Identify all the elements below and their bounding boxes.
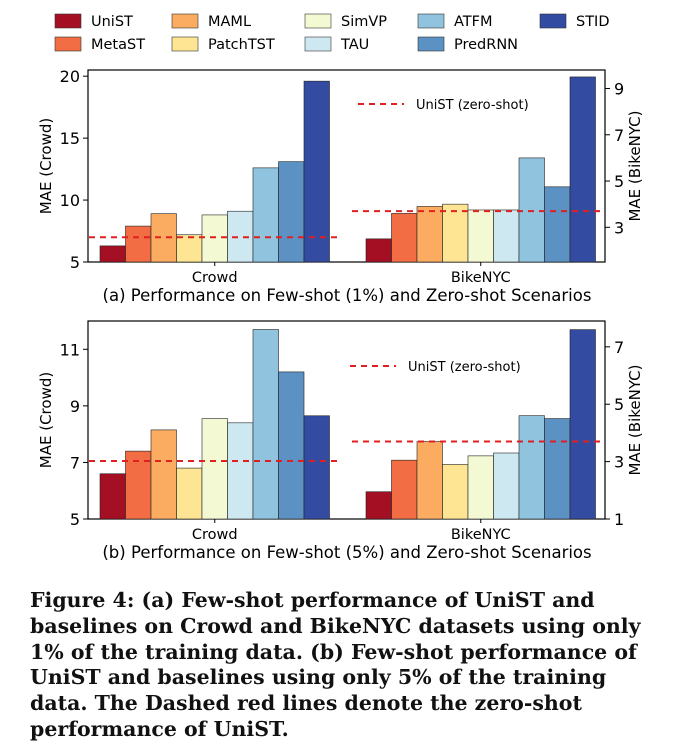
bar-unist-bikenyc — [365, 238, 392, 263]
bar-stid-crowd — [303, 415, 330, 520]
panel-a: Crowd BikeNYC 5 10 15 20 3 5 7 9 MAE (Crowd) MAE (B… — [37, 67, 644, 305]
y-right-tick-label: 5 — [614, 395, 624, 414]
legend-label-atfm: ATFM — [454, 14, 493, 30]
panel-title: (a) Performance on Few-shot (1%) and Zer… — [103, 286, 592, 305]
y-right-tick-label: 1 — [614, 510, 624, 529]
y-left-tick-label: 7 — [70, 453, 80, 472]
bar-stid-bikenyc — [569, 329, 596, 520]
bar-tau-bikenyc — [493, 209, 520, 263]
plot-frame — [87, 69, 606, 263]
legend-swatch-simvp — [304, 13, 332, 29]
zero-shot-legend-label: UniST (zero-shot) — [408, 360, 521, 375]
y-left-axis-label: MAE (Crowd) — [37, 118, 55, 214]
bar-metast-bikenyc — [391, 213, 418, 263]
legend-label-metast: MetaST — [91, 37, 145, 53]
y-left-tick-label: 5 — [70, 253, 80, 272]
y-left-tick-label: 9 — [70, 397, 80, 416]
bar-atfm-bikenyc — [518, 157, 545, 263]
bar-predrnn-crowd — [278, 371, 305, 520]
legend-swatch-unist — [54, 13, 82, 29]
y-right-tick-label: 7 — [614, 338, 624, 357]
y-right-tick-label: 9 — [614, 80, 624, 99]
x-tick-label-bikenyc: BikeNYC — [451, 527, 511, 543]
figure-4: UniST MetaST MAML PatchTST SimVP TAU ATFM PredR… — [37, 13, 644, 562]
bar-patchtst-bikenyc — [442, 203, 469, 263]
y-right-tick-label: 3 — [614, 453, 624, 472]
bar-patchtst-crowd — [176, 467, 203, 520]
legend-swatch-patchtst — [171, 36, 199, 52]
legend-item-unist: UniST — [54, 13, 133, 30]
bar-atfm-crowd — [252, 167, 279, 263]
bar-maml-crowd — [150, 213, 177, 263]
bar-unist-crowd — [99, 245, 126, 263]
bar-patchtst-bikenyc — [442, 464, 469, 520]
x-tick-label-crowd: Crowd — [192, 270, 238, 286]
legend-swatch-metast — [54, 36, 82, 52]
legend-item-maml: MAML — [171, 13, 251, 30]
legend: UniST MetaST MAML PatchTST SimVP TAU ATFM PredR… — [54, 13, 610, 53]
y-right-axis-label: MAE (BikeNYC) — [626, 110, 644, 221]
y-left-axis-label: MAE (Crowd) — [37, 372, 55, 468]
legend-item-atfm: ATFM — [417, 13, 493, 30]
legend-swatch-tau — [304, 36, 332, 52]
y-right-axis-label: MAE (BikeNYC) — [626, 364, 644, 475]
y-left-tick-label: 11 — [60, 340, 80, 359]
legend-label-stid: STID — [576, 14, 610, 30]
legend-label-maml: MAML — [208, 14, 251, 30]
y-right-tick-label: 3 — [614, 218, 624, 237]
bar-maml-bikenyc — [416, 441, 443, 520]
y-left-tick-label: 15 — [60, 129, 80, 148]
zero-shot-legend-label: UniST (zero-shot) — [416, 98, 529, 113]
figure-caption: Figure 4: (a) Few-shot performance of Un… — [30, 588, 641, 741]
legend-item-stid: STID — [539, 13, 610, 30]
bar-predrnn-bikenyc — [544, 186, 571, 263]
bar-tau-crowd — [227, 210, 254, 263]
plot-frame — [87, 320, 606, 520]
legend-item-predrnn: PredRNN — [417, 36, 518, 53]
bar-predrnn-crowd — [278, 161, 305, 263]
bar-stid-crowd — [303, 80, 330, 263]
legend-label-unist: UniST — [91, 14, 133, 30]
y-left-tick-label: 5 — [70, 510, 80, 529]
bar-metast-crowd — [125, 225, 152, 263]
bar-tau-crowd — [227, 422, 254, 520]
legend-swatch-maml — [171, 13, 199, 29]
bar-atfm-bikenyc — [518, 415, 545, 520]
bar-simvp-bikenyc — [467, 455, 494, 520]
legend-swatch-atfm — [417, 13, 445, 29]
y-left-tick-label: 20 — [60, 67, 80, 86]
y-right-tick-label: 5 — [614, 172, 624, 191]
y-right-tick-label: 7 — [614, 126, 624, 145]
y-left-tick-label: 10 — [60, 191, 80, 210]
bar-patchtst-crowd — [176, 234, 203, 263]
bar-unist-bikenyc — [365, 491, 392, 520]
legend-label-patchtst: PatchTST — [208, 37, 275, 53]
legend-label-tau: TAU — [340, 37, 369, 53]
legend-swatch-stid — [539, 13, 567, 29]
bar-maml-crowd — [150, 429, 177, 520]
legend-item-simvp: SimVP — [304, 13, 387, 30]
x-tick-label-crowd: Crowd — [192, 527, 238, 543]
legend-item-tau: TAU — [304, 36, 369, 53]
bar-stid-bikenyc — [569, 76, 596, 263]
bar-simvp-crowd — [201, 214, 228, 263]
bar-simvp-crowd — [201, 418, 228, 520]
bar-atfm-crowd — [252, 329, 279, 520]
bar-simvp-bikenyc — [467, 209, 494, 263]
legend-label-predrnn: PredRNN — [454, 37, 518, 53]
panel-title: (b) Performance on Few-shot (5%) and Zer… — [102, 543, 591, 562]
legend-item-metast: MetaST — [54, 36, 145, 53]
bar-tau-bikenyc — [493, 452, 520, 520]
bar-unist-crowd — [99, 473, 126, 520]
bar-maml-bikenyc — [416, 206, 443, 263]
bar-metast-bikenyc — [391, 459, 418, 520]
legend-label-simvp: SimVP — [341, 14, 387, 30]
x-tick-label-bikenyc: BikeNYC — [451, 270, 511, 286]
legend-item-patchtst: PatchTST — [171, 36, 275, 53]
legend-swatch-predrnn — [417, 36, 445, 52]
bar-predrnn-bikenyc — [544, 418, 571, 520]
